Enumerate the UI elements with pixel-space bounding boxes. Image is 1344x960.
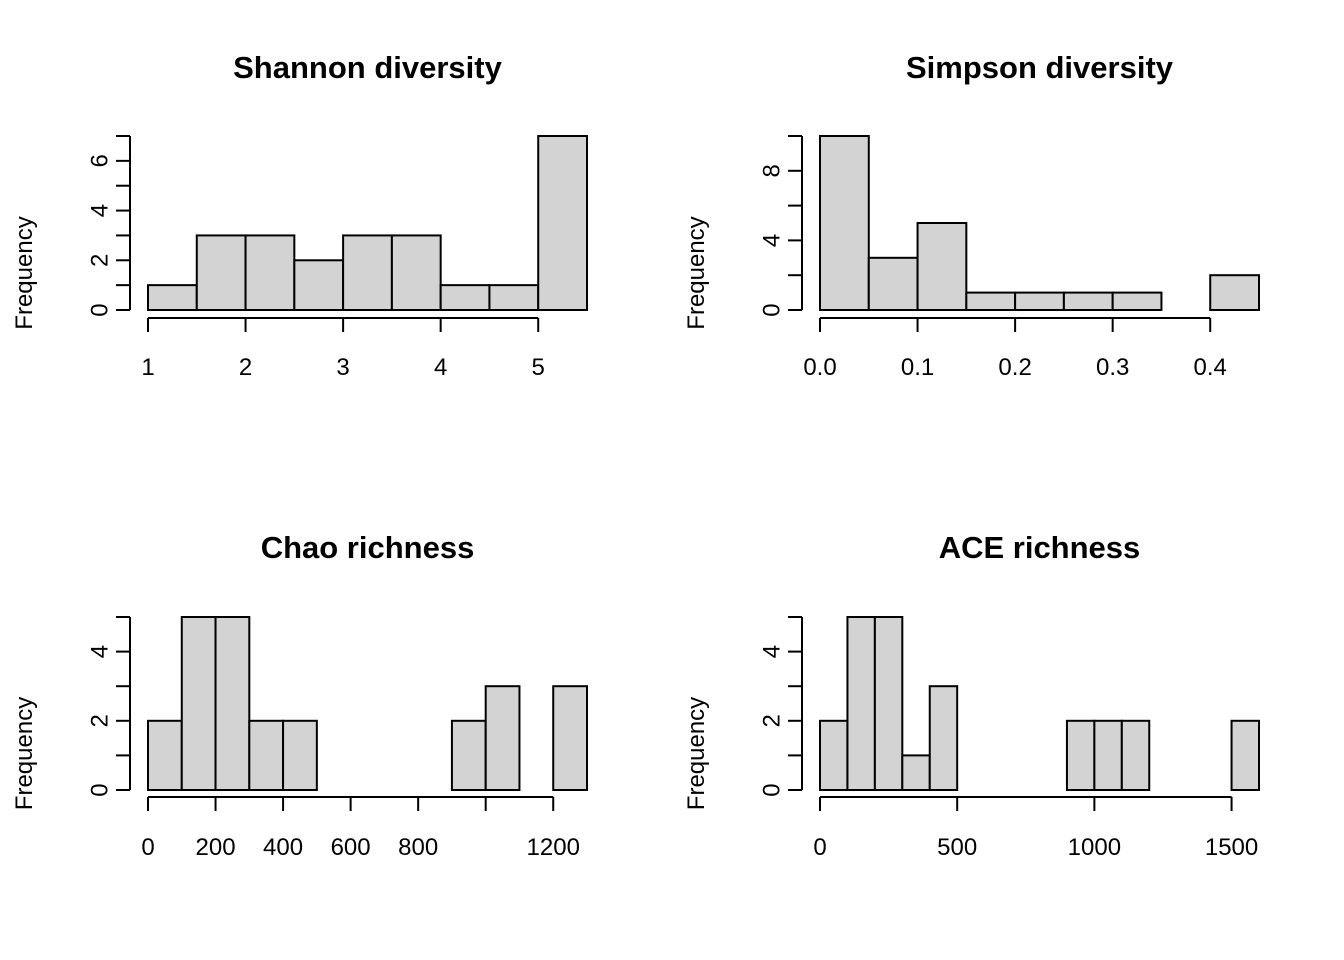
x-tick-label: 500 (937, 834, 977, 861)
histogram-bar (1093, 719, 1123, 791)
x-tick-label: 0.2 (998, 354, 1031, 381)
histogram-bar (552, 685, 589, 792)
x-tick-label: 1500 (1205, 834, 1258, 861)
y-tick-label: 8 (759, 164, 786, 177)
histogram-bar (450, 719, 487, 791)
y-tick-label: 6 (87, 154, 114, 167)
histogram-bar (244, 234, 296, 311)
y-tick-label: 4 (87, 645, 114, 658)
y-tick-label: 2 (87, 254, 114, 267)
x-tick-label: 0.3 (1096, 354, 1129, 381)
histogram-bar (1065, 719, 1096, 791)
x-tick-label: 4 (434, 354, 447, 381)
histogram-bar (147, 719, 183, 791)
x-tick-label: 400 (263, 834, 303, 861)
histogram-bar (214, 616, 251, 791)
x-tick-label: 1000 (1068, 834, 1121, 861)
x-tick-label: 0 (813, 834, 826, 861)
histogram-bar (846, 616, 876, 791)
y-tick-label: 2 (759, 714, 786, 727)
histogram-bar (293, 259, 345, 311)
y-tick-label: 0 (759, 303, 786, 316)
histogram-bar (1120, 719, 1151, 791)
histogram-bar (439, 284, 491, 311)
y-axis-label: Frequency (683, 216, 710, 329)
y-axis-label: Frequency (11, 697, 38, 810)
histogram-bar (180, 616, 217, 791)
histogram-bar (1230, 719, 1260, 791)
histogram-panel: ACE richness 0 500 1000 1500 0 2 4 Frequency (683, 530, 1260, 861)
chart-title: Chao richness (261, 530, 475, 565)
histogram-bar (819, 719, 849, 791)
chart-title: Simpson diversity (906, 50, 1174, 85)
histogram-bar (1111, 291, 1163, 312)
x-tick-label: 600 (331, 834, 371, 861)
histogram-bar (1209, 274, 1260, 312)
histogram-bar (147, 284, 198, 311)
x-tick-label: 5 (532, 354, 545, 381)
histogram-bar (342, 234, 393, 311)
histogram-bar (901, 754, 931, 792)
y-tick-label: 0 (87, 303, 114, 316)
histogram-bar (248, 719, 285, 791)
chart-title: Shannon diversity (233, 50, 502, 85)
y-tick-label: 2 (87, 714, 114, 727)
chart-title: ACE richness (939, 530, 1141, 565)
y-axis-label: Frequency (683, 697, 710, 810)
y-tick-label: 0 (87, 783, 114, 796)
histogram-bar (819, 135, 870, 311)
histogram-panel: Shannon diversity 1 2 3 4 5 0 2 4 6 Frequency (11, 50, 589, 381)
y-tick-label: 4 (87, 204, 114, 217)
x-tick-label: 200 (196, 834, 236, 861)
histogram-bar (488, 284, 540, 311)
x-tick-label: 0.1 (901, 354, 934, 381)
histogram-bar (873, 616, 904, 791)
histogram-bar (1014, 291, 1065, 312)
y-axis-label: Frequency (11, 216, 38, 329)
histogram-bar (195, 234, 247, 311)
histogram-panel: Simpson diversity 0.0 0.1 0.2 0.3 0.4 0 4 8 Frequ… (683, 50, 1260, 381)
x-tick-label: 3 (336, 354, 349, 381)
y-tick-label: 0 (759, 783, 786, 796)
y-tick-label: 4 (759, 234, 786, 247)
histogram-bar (867, 256, 919, 311)
histogram-bar (928, 685, 959, 792)
histogram-panel: Chao richness 0 200 400 600 800 1200 0 2 4 Frequen… (11, 530, 589, 861)
y-tick-label: 4 (759, 645, 786, 658)
x-tick-label: 0.4 (1194, 354, 1227, 381)
histogram-bar (390, 234, 442, 311)
histogram-bar (1062, 291, 1114, 312)
x-tick-label: 1200 (527, 834, 580, 861)
x-tick-label: 2 (239, 354, 252, 381)
histogram-bar (484, 685, 521, 792)
histogram-bar (965, 291, 1017, 312)
histogram-bar (916, 222, 968, 311)
x-tick-label: 800 (398, 834, 438, 861)
histogram-bar (282, 719, 318, 791)
x-tick-label: 0 (141, 834, 154, 861)
x-tick-label: 1 (141, 354, 154, 381)
x-tick-label: 0.0 (803, 354, 836, 381)
histogram-bar (537, 135, 589, 311)
